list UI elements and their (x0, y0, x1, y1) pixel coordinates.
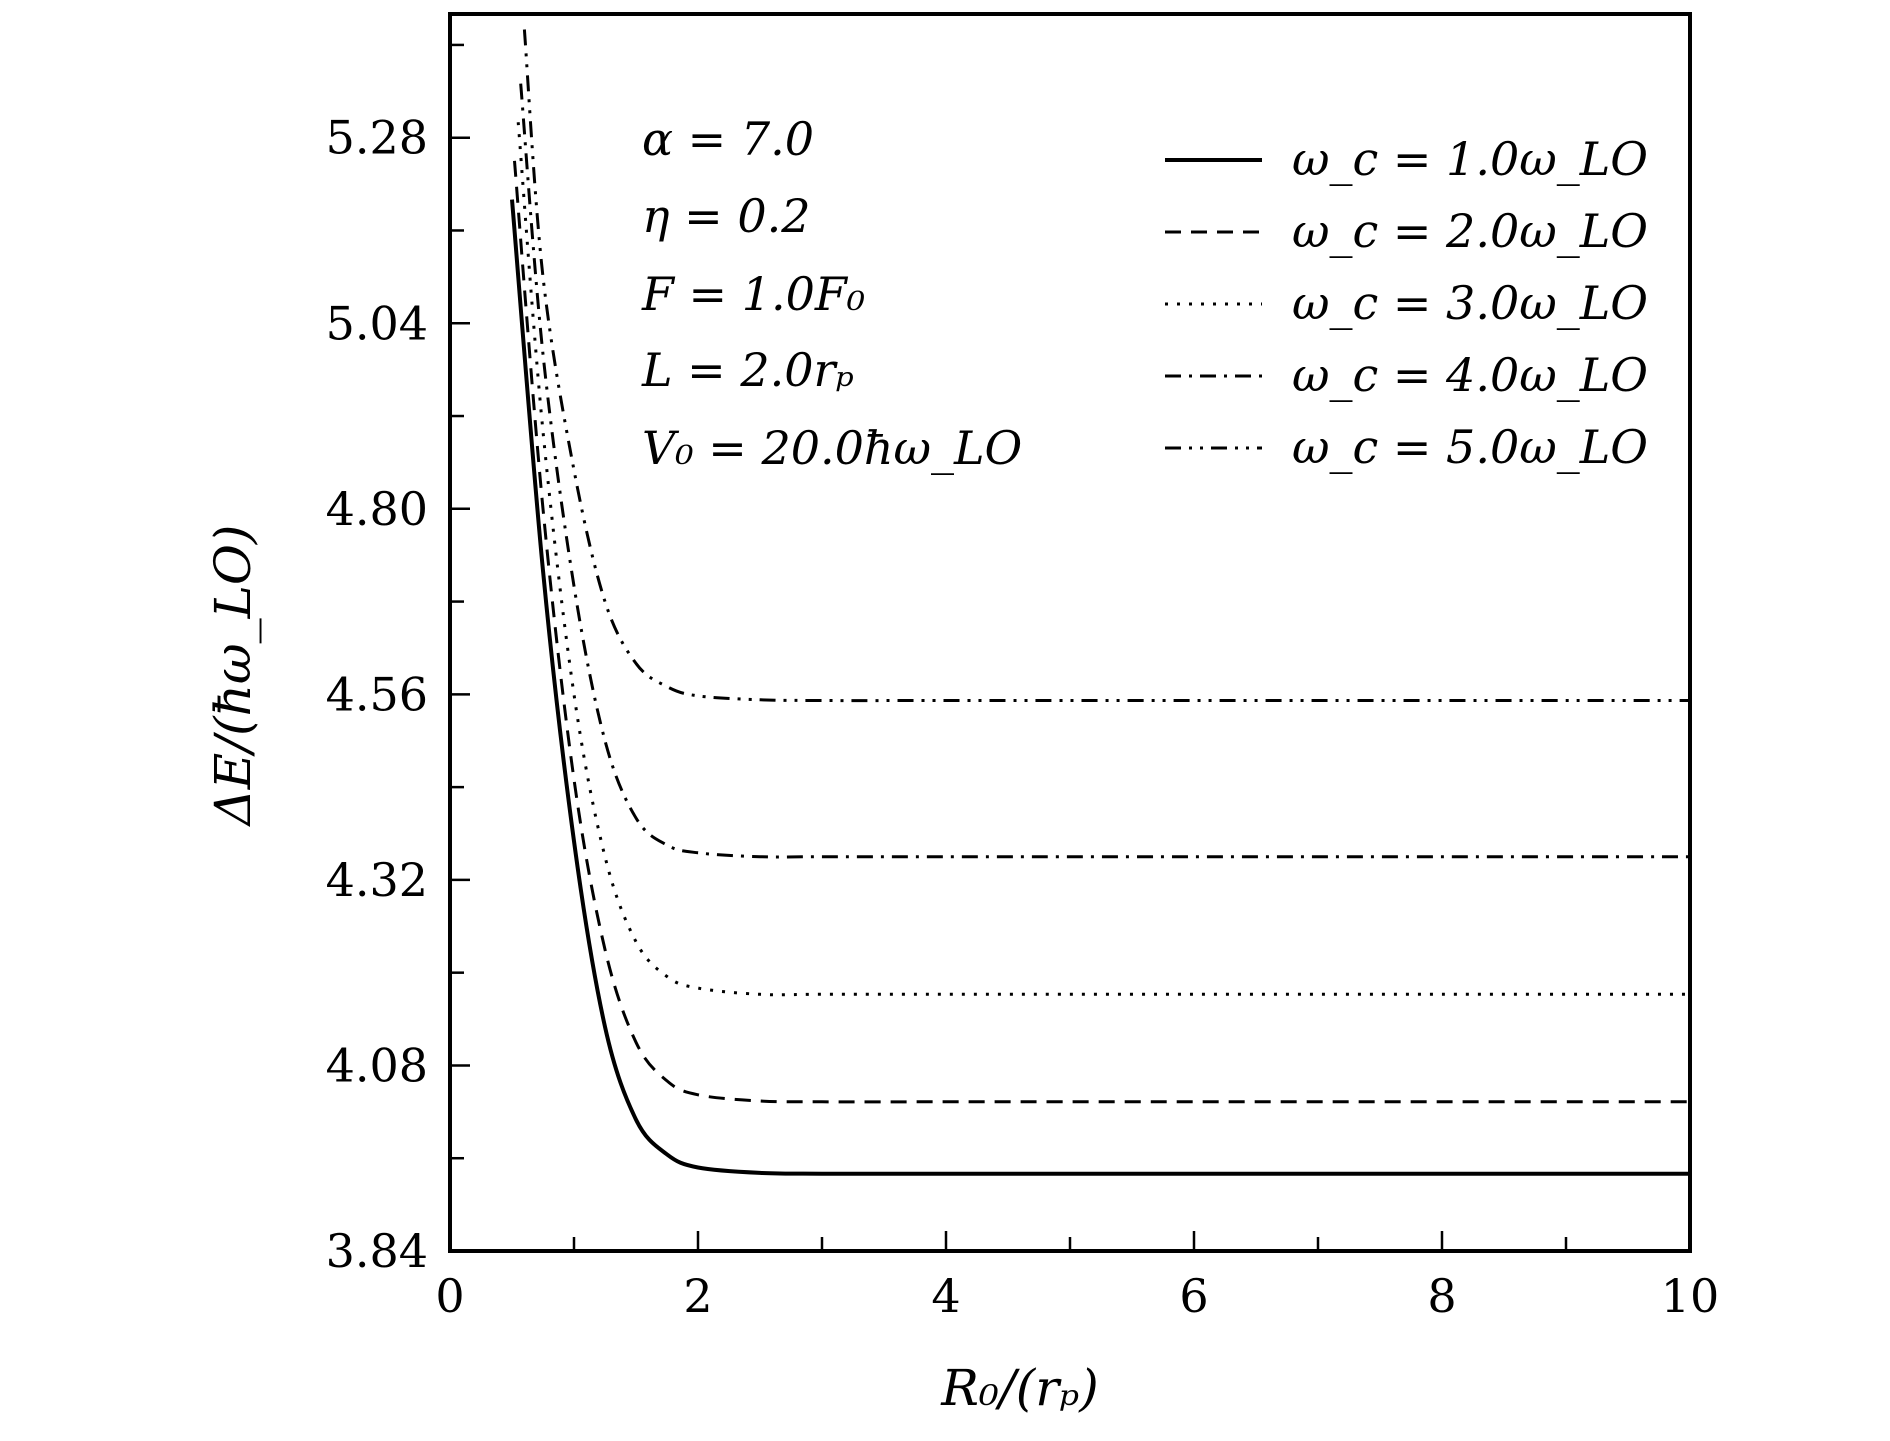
x-axis-label: R₀/(rₚ) (940, 1359, 1098, 1417)
plot-frame (448, 12, 1692, 1253)
series-line-2 (513, 160, 1690, 1104)
annotation-alpha: α = 7.0 (642, 112, 814, 166)
x-tick-label: 10 (1661, 1269, 1720, 1323)
x-tick-label: 4 (931, 1269, 960, 1323)
legend-label-5: ω_c = 5.0ω_LO (1292, 420, 1648, 474)
x-tick-label: 2 (683, 1269, 712, 1323)
annotation-eta: η = 0.2 (642, 189, 811, 243)
x-tick-label: 8 (1427, 1269, 1456, 1323)
annotation-potential: V₀ = 20.0ħω_LO (642, 421, 1022, 475)
axes-layer: 0 2 4 6 8 10 3.84 4.08 4.32 4.56 4.80 5.04 5.28 (326, 12, 1720, 1323)
y-tick-label: 4.08 (326, 1038, 428, 1092)
y-axis-label: ΔE/(ħω_LO) (204, 525, 262, 828)
series-line-5 (522, 29, 1690, 703)
series-line-3 (516, 122, 1690, 997)
x-tick-label: 6 (1179, 1269, 1208, 1323)
annotation-field: F = 1.0F₀ (641, 267, 865, 321)
x-tick-label: 0 (435, 1269, 464, 1323)
y-tick-label: 4.32 (326, 853, 428, 907)
series-line-4 (519, 83, 1690, 859)
annotation-block: α = 7.0 η = 0.2 F = 1.0F₀ L = 2.0rₚ V₀ =… (641, 112, 1022, 475)
legend-label-3: ω_c = 3.0ω_LO (1292, 276, 1648, 330)
legend-label-2: ω_c = 2.0ω_LO (1292, 204, 1648, 258)
y-tick-label: 4.80 (326, 482, 428, 536)
legend-label-1: ω_c = 1.0ω_LO (1292, 132, 1648, 186)
series-line-1 (510, 199, 1690, 1176)
legend: ω_c = 1.0ω_LO ω_c = 2.0ω_LO ω_c = 3.0ω_L… (1165, 132, 1648, 474)
legend-label-4: ω_c = 4.0ω_LO (1292, 348, 1648, 402)
y-tick-label: 4.56 (326, 667, 428, 721)
y-tick-label: 5.28 (326, 111, 428, 165)
annotation-length: L = 2.0rₚ (641, 343, 854, 397)
series-layer (510, 29, 1690, 1176)
y-tick-label: 5.04 (326, 296, 428, 350)
y-tick-label: 3.84 (326, 1224, 428, 1278)
